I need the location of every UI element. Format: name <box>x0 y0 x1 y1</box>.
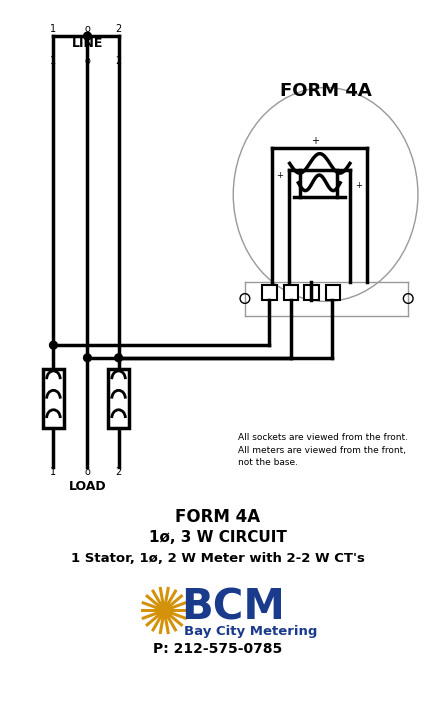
Circle shape <box>156 603 172 618</box>
Bar <box>326 285 340 301</box>
Circle shape <box>50 341 57 349</box>
Text: Bay City Metering: Bay City Metering <box>184 625 317 639</box>
Text: 1: 1 <box>50 25 56 34</box>
Text: All sockets are viewed from the front.: All sockets are viewed from the front. <box>238 433 408 442</box>
Text: BCM: BCM <box>181 587 284 629</box>
Bar <box>263 285 277 301</box>
Bar <box>284 285 298 301</box>
Circle shape <box>84 32 91 40</box>
Circle shape <box>115 354 122 362</box>
Text: LOAD: LOAD <box>69 479 106 493</box>
Text: 1: 1 <box>50 56 56 67</box>
Text: o: o <box>85 56 90 67</box>
Text: FORM 4A: FORM 4A <box>175 508 260 526</box>
Text: 2: 2 <box>116 56 122 67</box>
Circle shape <box>84 354 91 362</box>
Text: +: + <box>276 170 283 179</box>
Text: +: + <box>311 136 319 146</box>
Text: FORM 4A: FORM 4A <box>280 81 371 100</box>
Text: 1: 1 <box>50 466 56 477</box>
Text: o: o <box>85 466 90 477</box>
Text: not the base.: not the base. <box>238 458 298 468</box>
Text: +: + <box>355 182 362 190</box>
Text: P: 212-575-0785: P: 212-575-0785 <box>153 642 282 656</box>
Bar <box>43 369 64 428</box>
Text: 1ø, 3 W CIRCUIT: 1ø, 3 W CIRCUIT <box>149 530 287 545</box>
Text: 1 Stator, 1ø, 2 W Meter with 2-2 W CT's: 1 Stator, 1ø, 2 W Meter with 2-2 W CT's <box>71 552 365 564</box>
Bar <box>304 285 319 301</box>
Text: 2: 2 <box>116 25 122 34</box>
Text: All meters are viewed from the front,: All meters are viewed from the front, <box>238 446 406 455</box>
Text: 2: 2 <box>116 466 122 477</box>
Text: LINE: LINE <box>72 37 103 50</box>
Text: o: o <box>85 25 90 34</box>
Bar <box>108 369 129 428</box>
